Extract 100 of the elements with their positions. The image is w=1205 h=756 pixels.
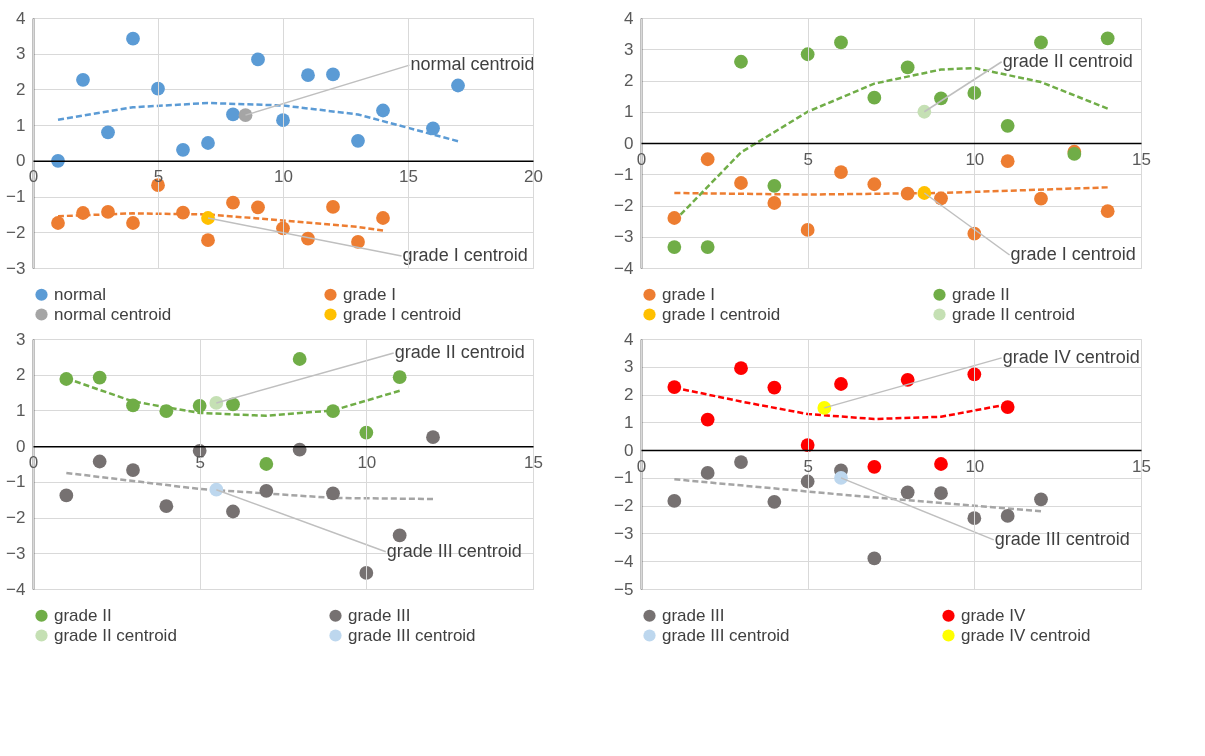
legend-label: grade III xyxy=(662,605,725,625)
line-series xyxy=(56,101,460,143)
legend-label: grade II xyxy=(54,605,112,625)
point xyxy=(667,380,682,394)
point xyxy=(238,108,253,123)
line-series xyxy=(65,471,435,501)
point xyxy=(51,216,65,230)
point xyxy=(201,136,215,150)
x-tick-label: 10 xyxy=(357,452,377,472)
legend-label: grade IV centroid xyxy=(961,625,1091,645)
point xyxy=(276,113,290,128)
point xyxy=(834,165,848,179)
point xyxy=(1034,191,1048,206)
y-tick-label: −2 xyxy=(6,222,26,242)
point xyxy=(351,133,365,148)
x-tick-label: 10 xyxy=(965,456,985,476)
point xyxy=(834,377,848,391)
annotation: grade II centroid xyxy=(1002,50,1133,71)
point xyxy=(1000,118,1015,133)
point xyxy=(734,361,748,376)
point xyxy=(159,499,174,514)
y-tick-label: −5 xyxy=(614,579,634,599)
annotation: grade I centroid xyxy=(402,245,528,265)
point xyxy=(934,457,948,471)
y-tick-label: −4 xyxy=(614,551,634,571)
y-tick-label: −4 xyxy=(6,579,26,599)
point xyxy=(292,352,307,366)
y-tick-label: 0 xyxy=(624,133,634,153)
point xyxy=(1000,509,1015,523)
point xyxy=(734,176,748,190)
y-tick-label: −2 xyxy=(614,496,634,516)
point xyxy=(326,67,340,82)
legend-label: grade I centroid xyxy=(662,304,781,324)
y-tick-label: −1 xyxy=(614,164,634,184)
point xyxy=(226,195,240,210)
annotation: grade II centroid xyxy=(394,341,525,362)
y-tick-label: 1 xyxy=(16,400,26,420)
x-tick-label: 15 xyxy=(524,452,543,472)
legend-label: normal centroid xyxy=(54,304,172,324)
y-tick-label: −1 xyxy=(6,472,26,492)
point xyxy=(934,191,948,206)
point xyxy=(351,235,365,249)
y-tick-label: −1 xyxy=(6,187,26,207)
y-tick-label: −3 xyxy=(6,543,26,563)
y-tick-label: 3 xyxy=(624,39,634,59)
point xyxy=(251,200,265,215)
point xyxy=(917,104,932,119)
point xyxy=(376,103,390,118)
y-tick-label: 4 xyxy=(624,329,634,349)
point xyxy=(76,206,90,220)
x-tick-label: 15 xyxy=(1132,149,1151,169)
annotation: grade IV centroid xyxy=(1002,346,1140,367)
y-tick-label: −4 xyxy=(614,258,634,278)
x-tick-label: 10 xyxy=(274,167,293,187)
point xyxy=(700,240,715,254)
point xyxy=(817,401,832,415)
y-tick-label: 1 xyxy=(16,115,26,135)
point xyxy=(301,68,315,83)
point xyxy=(734,455,748,469)
y-tick-label: 2 xyxy=(16,79,26,99)
point xyxy=(1034,35,1048,50)
annotation: grade I centroid xyxy=(1010,244,1136,264)
legend-label: grade I centroid xyxy=(343,304,462,324)
point xyxy=(767,178,782,193)
legend-label: grade IV xyxy=(961,605,1026,625)
point xyxy=(326,486,340,501)
point xyxy=(92,454,107,469)
y-tick-label: 3 xyxy=(624,357,634,377)
point xyxy=(226,504,240,519)
legend-label: grade II centroid xyxy=(952,304,1075,324)
x-tick-label: 20 xyxy=(524,167,543,187)
point xyxy=(209,482,224,497)
point xyxy=(900,485,915,500)
y-tick-label: −2 xyxy=(614,196,634,215)
legend-label: grade II centroid xyxy=(54,625,177,645)
point xyxy=(59,488,74,503)
point xyxy=(392,528,407,543)
point xyxy=(209,396,224,410)
point xyxy=(51,153,65,168)
x-tick-label: 5 xyxy=(803,149,813,169)
legend-label: grade III xyxy=(348,605,411,625)
point xyxy=(734,54,748,69)
point xyxy=(767,380,782,395)
point xyxy=(667,494,682,508)
point xyxy=(326,404,340,419)
annotation: normal centroid xyxy=(410,54,535,75)
point xyxy=(376,211,390,225)
point xyxy=(867,459,882,474)
point xyxy=(176,205,190,220)
x-tick-label: 15 xyxy=(1132,456,1151,476)
point xyxy=(326,200,340,214)
point xyxy=(667,240,682,254)
point xyxy=(126,463,140,477)
y-tick-label: 2 xyxy=(624,385,634,405)
point xyxy=(1000,154,1015,168)
point xyxy=(1100,204,1115,218)
point xyxy=(259,483,274,498)
point xyxy=(1034,492,1048,507)
point xyxy=(700,412,715,427)
point xyxy=(834,35,848,50)
